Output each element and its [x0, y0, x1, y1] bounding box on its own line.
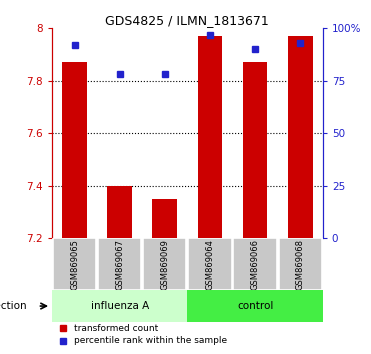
- Text: percentile rank within the sample: percentile rank within the sample: [73, 336, 227, 345]
- Bar: [188, 238, 232, 290]
- Text: GSM869068: GSM869068: [296, 239, 305, 290]
- Text: GSM869065: GSM869065: [70, 239, 79, 290]
- Bar: [243, 62, 267, 238]
- Text: GSM869067: GSM869067: [115, 239, 124, 290]
- Bar: [197, 36, 222, 238]
- Bar: [143, 238, 187, 290]
- Bar: [62, 62, 87, 238]
- Bar: [52, 290, 187, 322]
- Bar: [279, 238, 322, 290]
- Bar: [233, 238, 277, 290]
- Text: GSM869064: GSM869064: [206, 239, 214, 290]
- Bar: [53, 238, 96, 290]
- Bar: [107, 185, 132, 238]
- Text: GSM869069: GSM869069: [160, 239, 169, 290]
- Text: GSM869066: GSM869066: [250, 239, 260, 290]
- Title: GDS4825 / ILMN_1813671: GDS4825 / ILMN_1813671: [105, 14, 269, 27]
- Bar: [152, 199, 177, 238]
- Bar: [288, 36, 313, 238]
- Text: transformed count: transformed count: [73, 324, 158, 332]
- Bar: [98, 238, 141, 290]
- Text: infection: infection: [0, 301, 27, 311]
- Text: control: control: [237, 301, 273, 311]
- Text: influenza A: influenza A: [91, 301, 149, 311]
- Bar: [187, 290, 323, 322]
